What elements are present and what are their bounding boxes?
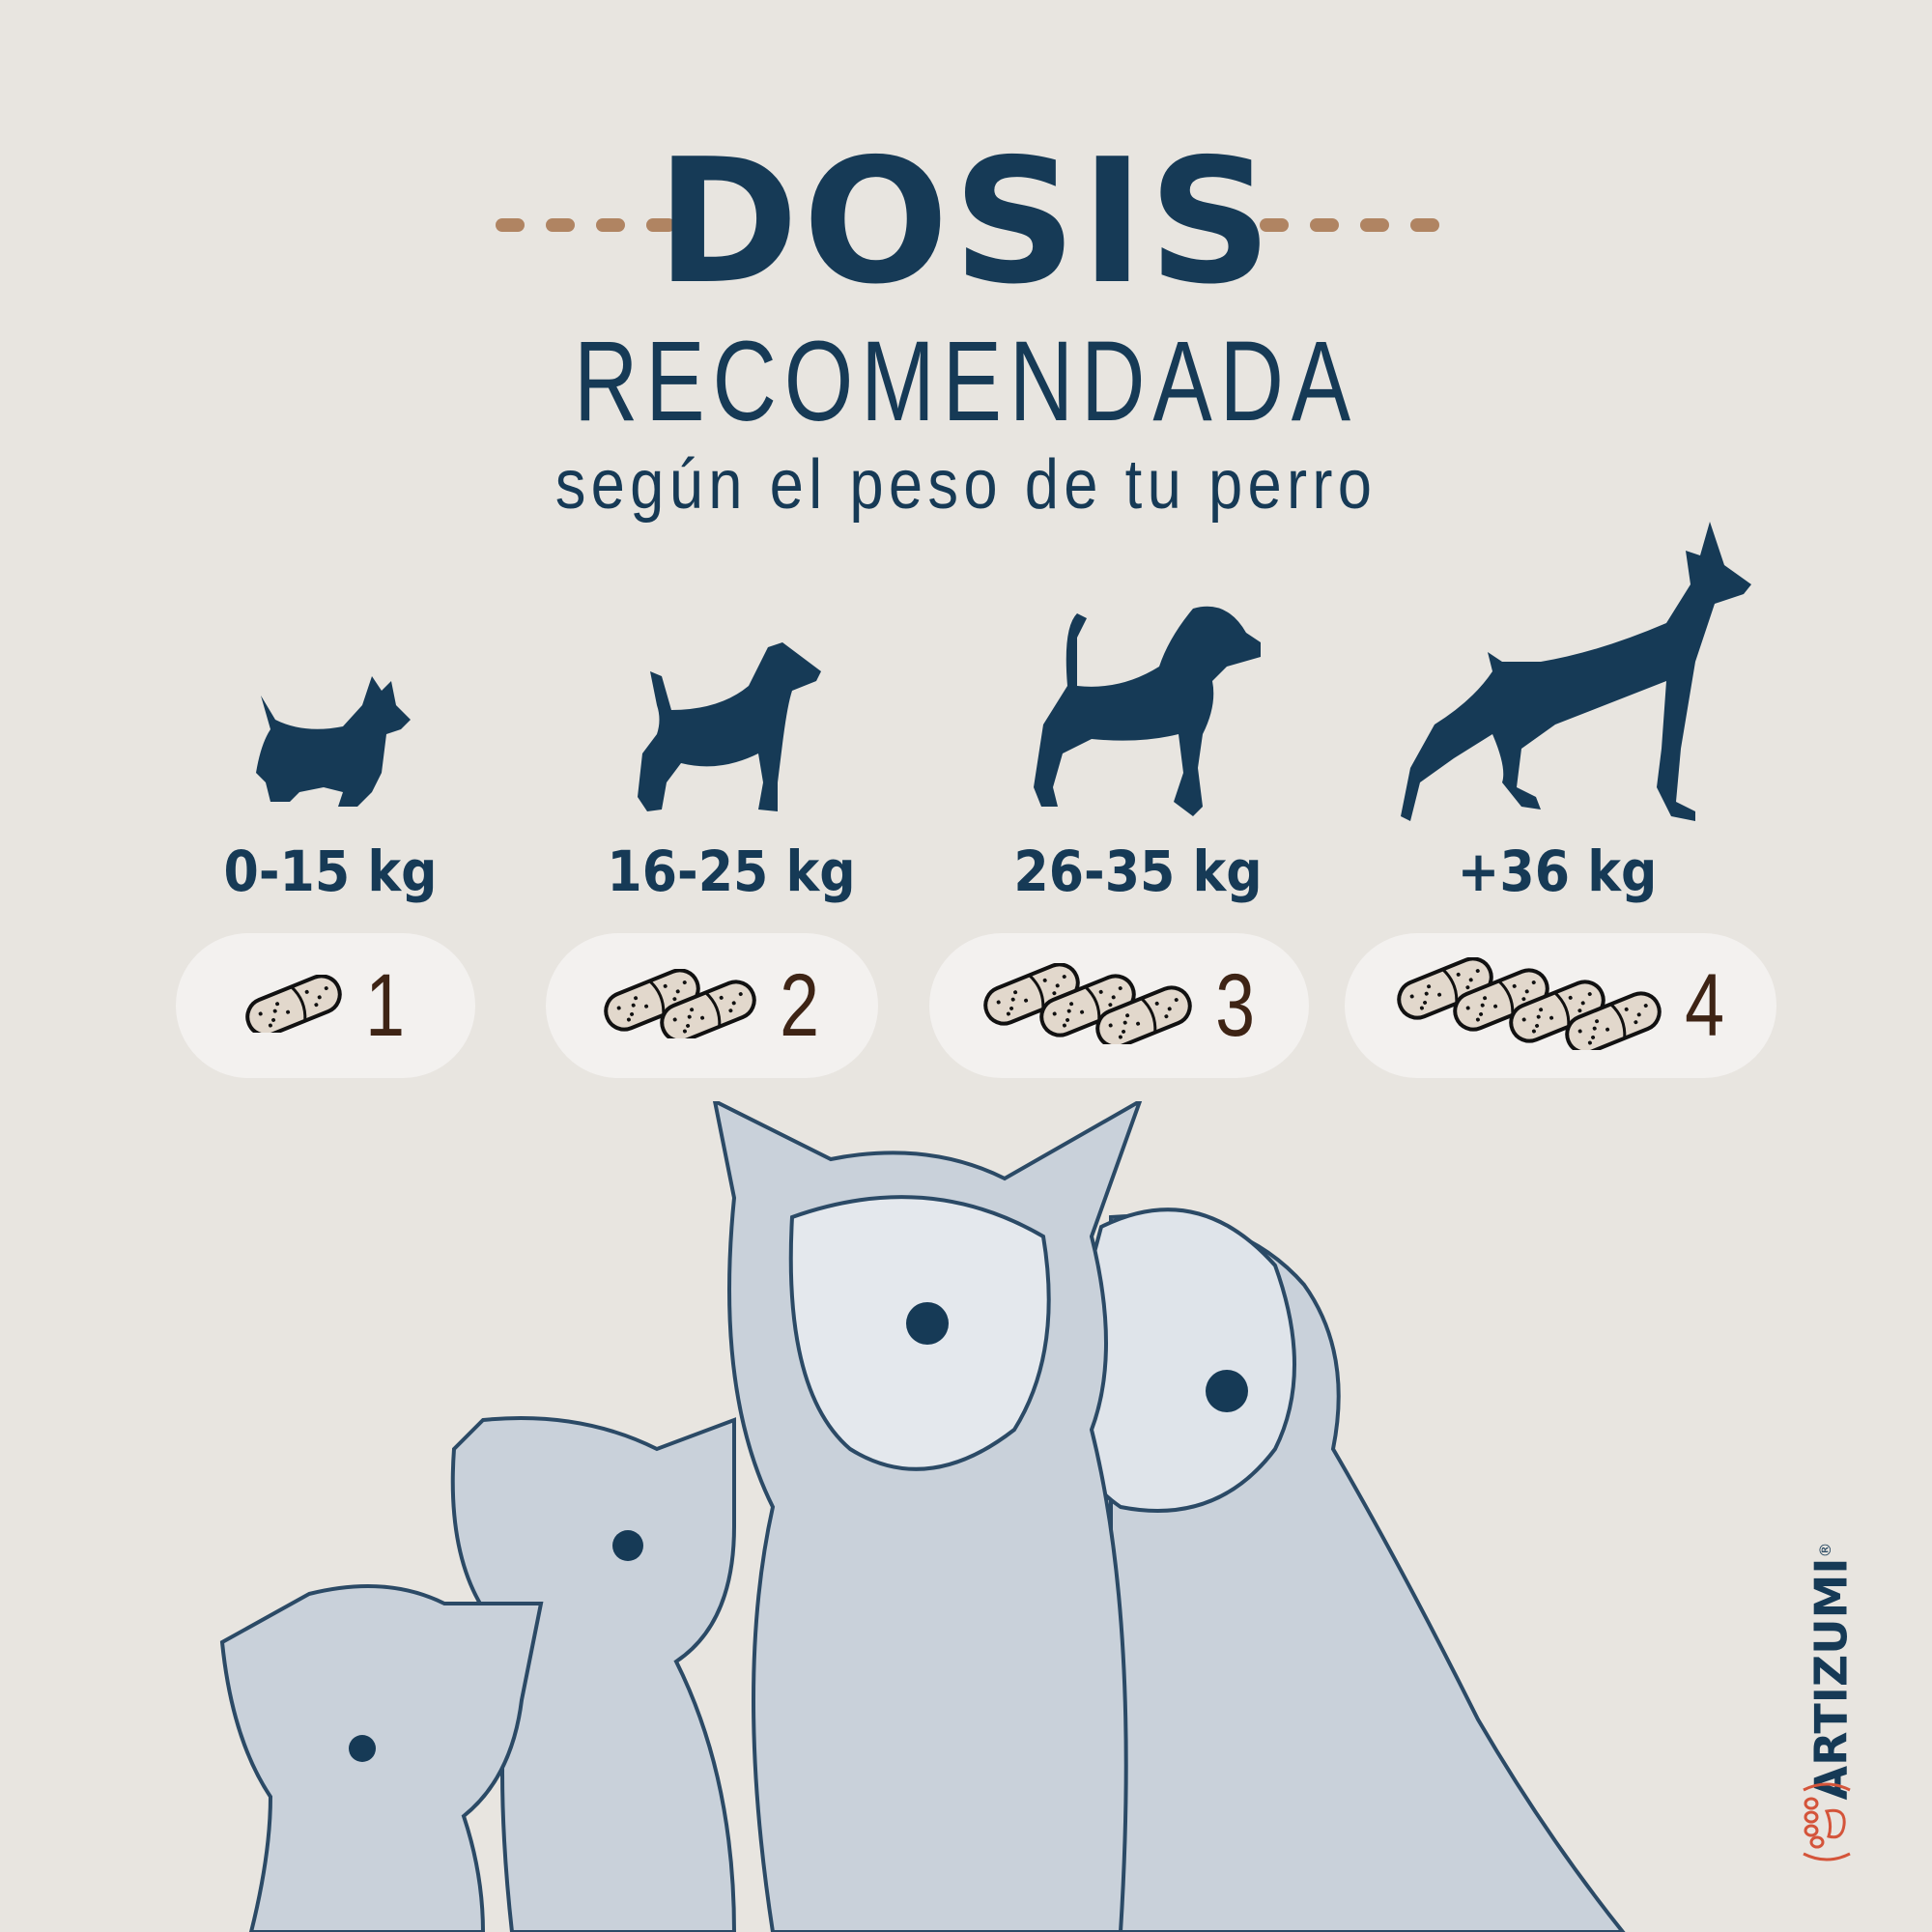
wire-fox-terrier-silhouette-icon [638,642,821,811]
small-terrier-silhouette-icon [256,676,411,807]
capsule-icons [599,968,761,1043]
dose-pill-4: 4 [1345,933,1776,1078]
weight-label-36-plus: +36 kg [1457,838,1658,904]
capsule-icons [979,962,1197,1049]
dose-pill-1: 1 [176,933,475,1078]
capsule-icons [241,974,347,1037]
right-dash-decoration [1260,218,1439,234]
capsule-icon [245,974,343,1037]
capsule-icons [1392,956,1666,1055]
page-subtitle: RECOMENDADA [574,318,1358,445]
dose-count: 1 [365,955,406,1055]
schnauzer-drawing [219,1584,544,1932]
artizumi-logo: ARTIZUMI® [1792,1507,1860,1864]
beagle-silhouette-icon [1034,606,1261,816]
paw-icon [1803,1782,1851,1861]
capsule-icon [604,968,701,1032]
dogs-illustration [219,1101,1626,1932]
doberman-silhouette-icon [1401,522,1751,821]
capsule-icon [1397,956,1493,1020]
dose-count: 3 [1215,955,1255,1055]
capsule-icon [983,962,1080,1026]
capsule-icon [1039,974,1136,1037]
weight-label-0-15: 0-15 kg [223,838,438,904]
dose-count: 4 [1685,955,1724,1055]
capsule-icon [1095,985,1192,1049]
dose-count: 2 [780,955,820,1055]
page-title: DOSIS [656,122,1276,322]
tagline: según el peso de tu perro [554,446,1378,524]
capsule-icon [660,980,757,1043]
capsule-icon [1565,991,1662,1055]
dose-pill-3: 3 [929,933,1309,1078]
dose-pill-2: 2 [546,933,878,1078]
weight-label-16-25: 16-25 kg [607,838,856,904]
left-dash-decoration [496,218,675,234]
weight-label-26-35: 26-35 kg [1013,838,1263,904]
